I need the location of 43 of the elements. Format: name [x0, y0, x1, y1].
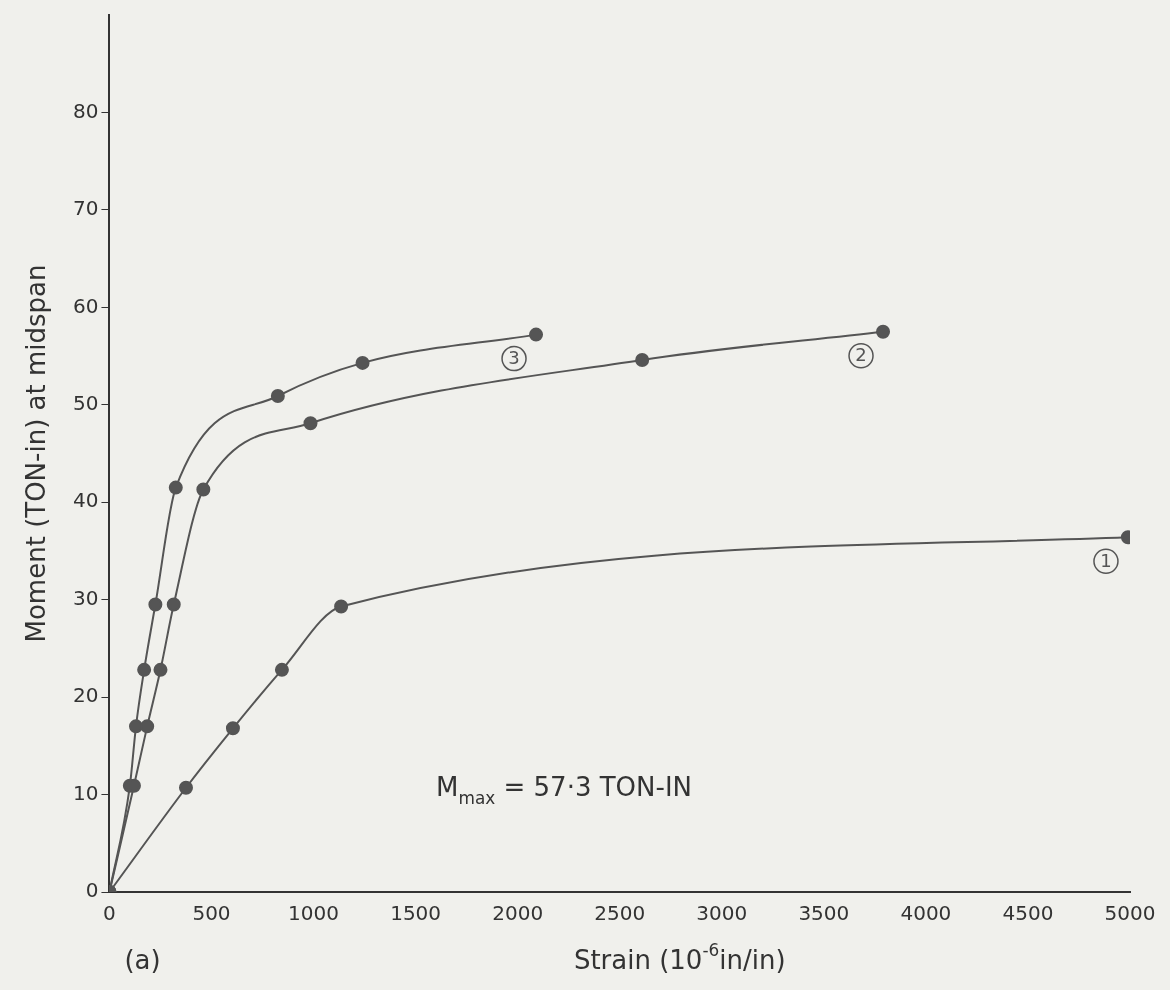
x-tick-label: 1000	[288, 901, 340, 926]
point	[270, 389, 285, 404]
point	[355, 355, 370, 370]
point	[635, 352, 650, 367]
point	[178, 780, 193, 795]
series-label: 2	[855, 344, 867, 366]
x-tick-label: 0	[103, 901, 116, 926]
x-tick-label: 3500	[798, 901, 850, 926]
x-tick-label: 500	[192, 901, 231, 926]
point	[529, 327, 544, 342]
y-tick-label: 80	[73, 98, 99, 123]
point	[196, 482, 211, 497]
point	[876, 324, 891, 339]
series-label: 1	[1100, 549, 1112, 571]
point	[153, 662, 168, 677]
x-tick-label: 2000	[492, 901, 544, 926]
y-tick-label: 30	[73, 585, 99, 610]
series-label: 3	[508, 347, 520, 369]
point	[274, 662, 289, 677]
point	[168, 480, 183, 495]
point	[128, 719, 143, 734]
text: (a)	[124, 944, 161, 975]
point	[334, 599, 349, 614]
point	[166, 597, 181, 612]
y-tick-label: 70	[73, 196, 99, 221]
point	[140, 719, 155, 734]
y-tick-label: 40	[73, 488, 99, 513]
y-tick-label: 50	[73, 390, 99, 415]
y-tick-label: 10	[73, 780, 99, 805]
y-tick-label: 20	[73, 683, 99, 708]
x-tick-label: 4000	[900, 901, 952, 926]
point	[303, 416, 318, 431]
x-tick-label: 4500	[1002, 901, 1054, 926]
y-axis-title: Moment (TON-in) at midspan	[20, 264, 51, 643]
x-tick-label: 1500	[390, 901, 442, 926]
x-tick-label: 2500	[594, 901, 646, 926]
point	[225, 721, 240, 736]
point	[148, 597, 163, 612]
point	[137, 662, 152, 677]
y-tick-label: 0	[85, 878, 99, 903]
x-tick-label: 5000	[1104, 901, 1156, 926]
y-tick-label: 60	[73, 293, 99, 318]
x-tick-label: 3000	[696, 901, 748, 926]
